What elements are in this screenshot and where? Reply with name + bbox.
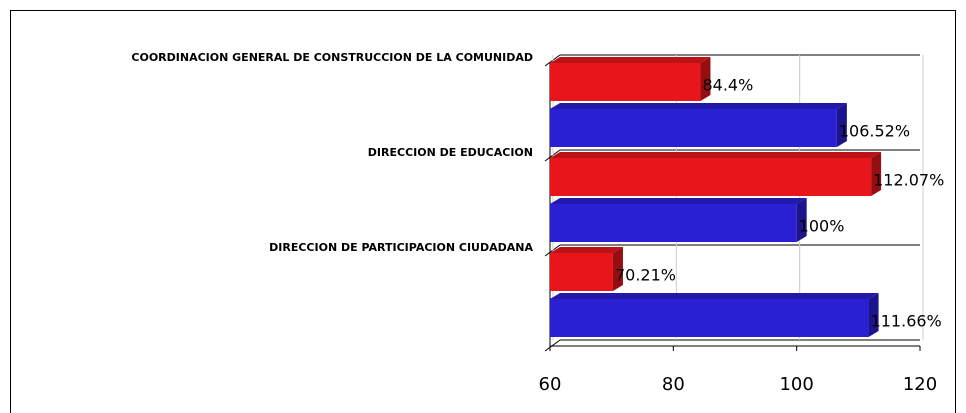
x-tick-label: 100 [779,374,813,395]
value-label: 112.07% [873,171,944,190]
bar-top [550,293,879,299]
bar [550,158,872,196]
value-label: 70.21% [615,266,676,285]
bar-top [550,103,847,109]
category-label: DIRECCION DE PARTICIPACION CIUDADANA [269,241,533,254]
bar-side [796,198,807,242]
bar [550,109,837,147]
bar-top [550,152,882,158]
bar [550,204,797,242]
bar-top [550,57,711,63]
value-label: 111.66% [871,312,942,331]
bar [550,299,869,337]
category-label: DIRECCION DE EDUCACION [368,146,533,159]
frame [10,10,956,413]
bar [550,253,613,291]
x-tick-label: 80 [662,374,685,395]
value-label: 84.4% [702,76,753,95]
bar-side [836,103,847,147]
bar-side [868,293,879,337]
bar-side [871,152,882,196]
bar-side [612,247,623,291]
value-label: 100% [799,217,845,236]
category-label: COORDINACION GENERAL DE CONSTRUCCION DE … [131,51,533,64]
bar [550,63,701,101]
value-label: 106.52% [839,122,910,141]
bar-top [550,247,623,253]
x-tick-label: 120 [903,374,937,395]
x-tick-label: 60 [539,374,562,395]
bar-side [700,57,711,101]
bar-top [550,198,807,204]
